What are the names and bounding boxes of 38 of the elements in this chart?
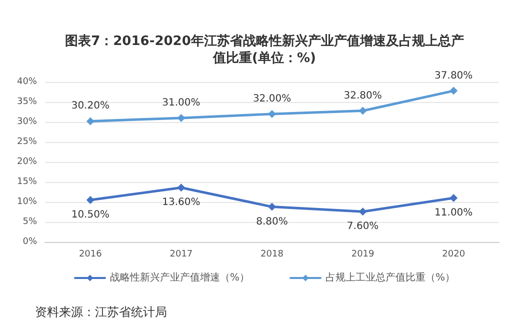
data-label: 11.00% [434,208,473,218]
y-tick-label: 25% [16,137,38,147]
legend-label: 占规上工业总产值比重（%） [326,272,456,284]
data-label: 7.60% [346,221,379,232]
y-tick-label: 30% [16,117,38,127]
x-tick-label: 2016 [78,250,102,260]
data-label: 10.50% [71,210,110,220]
point [177,114,186,122]
point [86,196,94,204]
point [86,117,94,126]
y-tick-label: 5% [22,217,38,227]
data-label: 31.00% [162,98,200,108]
point [450,86,458,95]
legend-label: 战略性新兴产业产值增速（%） [110,272,250,284]
x-tick-label: 2017 [170,250,193,260]
point [358,106,367,115]
chart-title: 图表7：2016-2020年江苏省战略性新兴产业产值增速及占规上总产值比重(单位：%) [65,33,464,66]
x-tick-label: 2018 [260,250,284,260]
point [268,202,276,211]
point [358,208,367,216]
y-tick-label: 40% [16,77,38,87]
data-label: 13.60% [162,197,200,208]
data-label: 32.00% [252,94,292,104]
x-tick-label: 2020 [442,250,466,260]
y-tick-label: 0% [22,237,38,247]
data-label: 30.20% [71,100,110,112]
data-label: 37.80% [434,70,473,82]
y-tick-label: 15% [16,177,38,187]
y-tick-label: 35% [16,97,38,107]
data-label: 8.80% [256,216,288,228]
point [177,184,186,192]
y-tick-label: 20% [16,157,38,167]
y-tick-label: 10% [16,197,38,207]
point [450,194,458,202]
point [268,110,276,118]
x-tick-label: 2019 [351,250,375,260]
data-label: 32.80% [344,90,382,102]
text: 资料来源：江苏省统计局 [35,305,167,319]
